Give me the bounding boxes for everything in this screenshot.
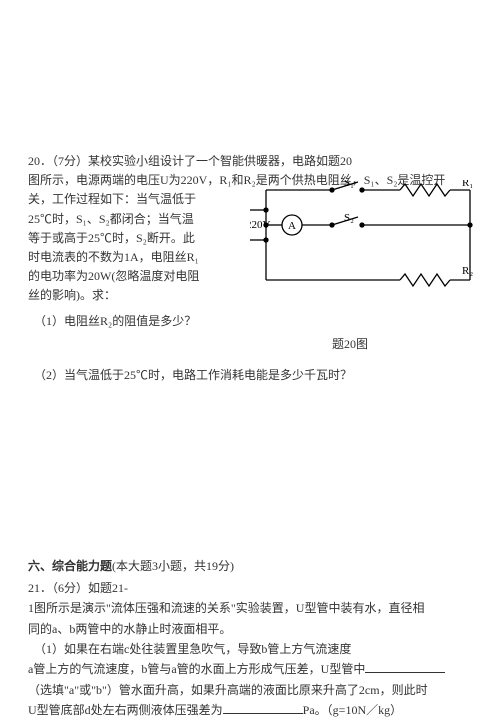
q21-sub1-3: （选填"a"或"b"）管水面升高，如果升高端的液面比原来升高了2cm，则此时	[28, 680, 472, 700]
figure-20-label: 题20图	[228, 335, 472, 352]
q20-body3: 等于或高于25℃时，S₂断开。此	[28, 229, 278, 248]
q20-body4: 时电流表的不数为1A，电阻丝R₁	[28, 248, 278, 267]
question-21-block: 21．（6分）如题21- 1图所示是演示"流体压强和流速的关系"实验装置，U型管…	[28, 578, 472, 721]
q21-sub1-1: （1）如果在右端c处往装置里急吹气，导致b管上方气流速度	[28, 639, 472, 659]
q21-sub1-4: U型管底部d处左右两侧液体压强差为Pa。（g=10N／kg）	[28, 700, 472, 720]
blank-2	[223, 702, 303, 714]
q20-points: （7分）	[52, 154, 88, 168]
q21-intro: 如题21-	[88, 581, 128, 595]
circuit-diagram: S₁ S₂ R₁ R₂ A 220V	[250, 180, 480, 300]
q20-sub1: （1）电阻丝R₂的阻值是多少？	[28, 312, 472, 331]
q20-body6: 丝的影响)。求：	[28, 286, 278, 305]
voltage-label: 220V	[250, 219, 271, 231]
r1-label: R₁	[462, 180, 473, 189]
q21-points: （6分）	[52, 581, 88, 595]
q21-number: 21．	[28, 581, 52, 595]
q20-number: 20．	[28, 154, 52, 168]
section-6-title: 六、综合能力题	[28, 559, 112, 573]
question-20-block: 20．（7分）某校实验小组设计了一个智能供暖器，电路如题20 图所示，电源两端的…	[28, 152, 472, 385]
q21-line2: 同的a、b两管中的水静止时液面相平。	[28, 619, 472, 639]
ammeter-label: A	[288, 220, 296, 232]
q20-intro: 20．（7分）某校实验小组设计了一个智能供暖器，电路如题20	[28, 152, 468, 171]
q21-sub1-2: a管上方的气流速度，b管与a管的水面上方形成气压差，U型管中	[28, 659, 472, 679]
q20-intro-line1: 某校实验小组设计了一个智能供暖器，电路如题20	[88, 154, 352, 168]
r2-label: R₂	[462, 265, 473, 277]
blank-1	[365, 661, 445, 673]
section-6: 六、综合能力题(本大题3小题，共19分)	[28, 557, 472, 574]
s1-label: S₁	[344, 180, 354, 189]
section-6-points: (本大题3小题，共19分)	[112, 559, 234, 573]
q20-body5: 的电功率为20W(忽略温度对电阻	[28, 267, 278, 286]
q20-body2: 25℃时，S₁、S₂都闭合；当气温	[28, 210, 278, 229]
s2-label: S₂	[344, 212, 354, 224]
q21-line1: 1图所示是演示"流体压强和流速的关系"实验装置，U型管中装有水，直径相	[28, 598, 472, 618]
q20-sub2: （2）当气温低于25℃时，电路工作消耗电能是多少千瓦时？	[28, 366, 472, 385]
q20-body1: 关，工作过程如下：当气温低于	[28, 190, 278, 209]
